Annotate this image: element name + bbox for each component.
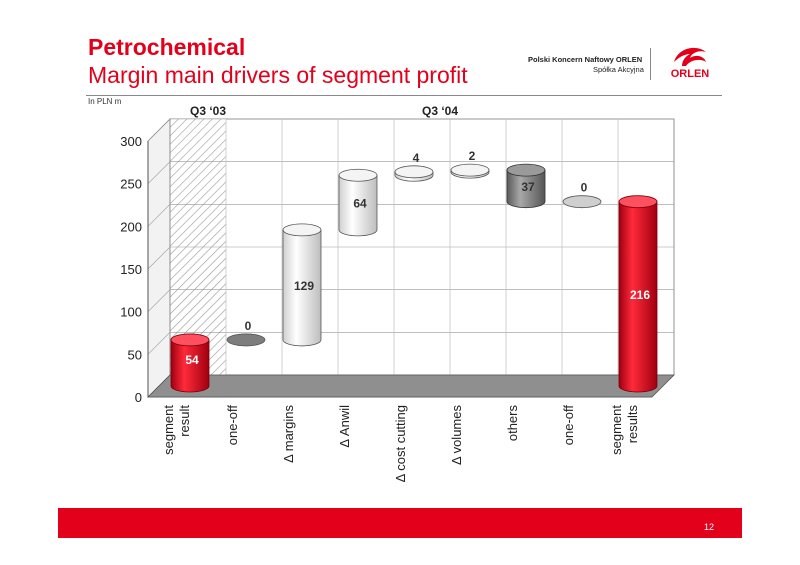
bar-cap xyxy=(618,195,658,209)
x-tick-label: segment xyxy=(609,405,624,455)
bar xyxy=(170,339,210,393)
bar xyxy=(506,169,546,209)
bar-cap xyxy=(282,223,322,237)
data-label: 0 xyxy=(245,319,252,333)
data-label: 37 xyxy=(521,180,535,194)
data-label: 0 xyxy=(581,181,588,195)
bar-cap xyxy=(506,163,546,177)
bar xyxy=(618,201,658,393)
bar xyxy=(226,333,266,347)
x-tick-label: one-off xyxy=(225,405,240,446)
data-label: 129 xyxy=(294,279,314,293)
orlen-logo-text: ORLEN xyxy=(671,68,710,80)
bar-cap xyxy=(338,168,378,182)
data-label: 54 xyxy=(185,353,199,367)
x-tick-label: result xyxy=(177,405,192,437)
y-tick-label: 50 xyxy=(128,347,142,362)
x-tick-label: others xyxy=(505,405,520,442)
bar xyxy=(282,229,322,347)
period-label: Q3 ‘04 xyxy=(422,104,458,118)
y-tick-label: 250 xyxy=(120,177,142,192)
y-tick-label: 100 xyxy=(120,305,142,320)
bar-cap xyxy=(170,333,210,347)
y-tick-label: 0 xyxy=(135,390,142,405)
bar xyxy=(562,195,602,209)
company-form: Spółka Akcyjna xyxy=(593,65,644,74)
unit-label: In PLN m xyxy=(88,97,122,106)
x-tick-label: one-off xyxy=(561,405,576,446)
x-tick-label: Δ cost cutting xyxy=(393,405,408,482)
bar xyxy=(338,174,378,237)
page-title: Petrochemical xyxy=(88,34,246,60)
data-label: 64 xyxy=(353,197,367,211)
period-label: Q3 ‘03 xyxy=(190,104,226,118)
data-label: 4 xyxy=(413,151,420,165)
orlen-logo: ORLEN xyxy=(671,47,710,80)
x-tick-label: segment xyxy=(161,405,176,455)
x-tick-label: Δ Anwil xyxy=(337,405,352,448)
x-tick-label: results xyxy=(625,405,640,444)
page-subtitle: Margin main drivers of segment profit xyxy=(88,62,468,88)
x-tick-label: Δ margins xyxy=(281,405,296,463)
bar-cap xyxy=(394,165,434,179)
x-tick-label: Δ volumes xyxy=(449,405,464,465)
logo-divider xyxy=(650,48,651,80)
y-tick-label: 150 xyxy=(120,262,142,277)
y-tick-label: 200 xyxy=(120,219,142,234)
orlen-eagle-icon xyxy=(674,47,706,66)
chart-floor xyxy=(147,374,675,398)
footer-bar: 12 xyxy=(58,508,742,538)
data-label: 2 xyxy=(469,149,476,163)
y-tick-label: 300 xyxy=(120,134,142,149)
company-name: Polski Koncern Naftowy ORLEN xyxy=(528,55,643,64)
bar-cap xyxy=(450,163,490,177)
header-rule xyxy=(86,95,722,96)
data-label: 216 xyxy=(630,288,650,302)
page-number: 12 xyxy=(703,522,714,532)
